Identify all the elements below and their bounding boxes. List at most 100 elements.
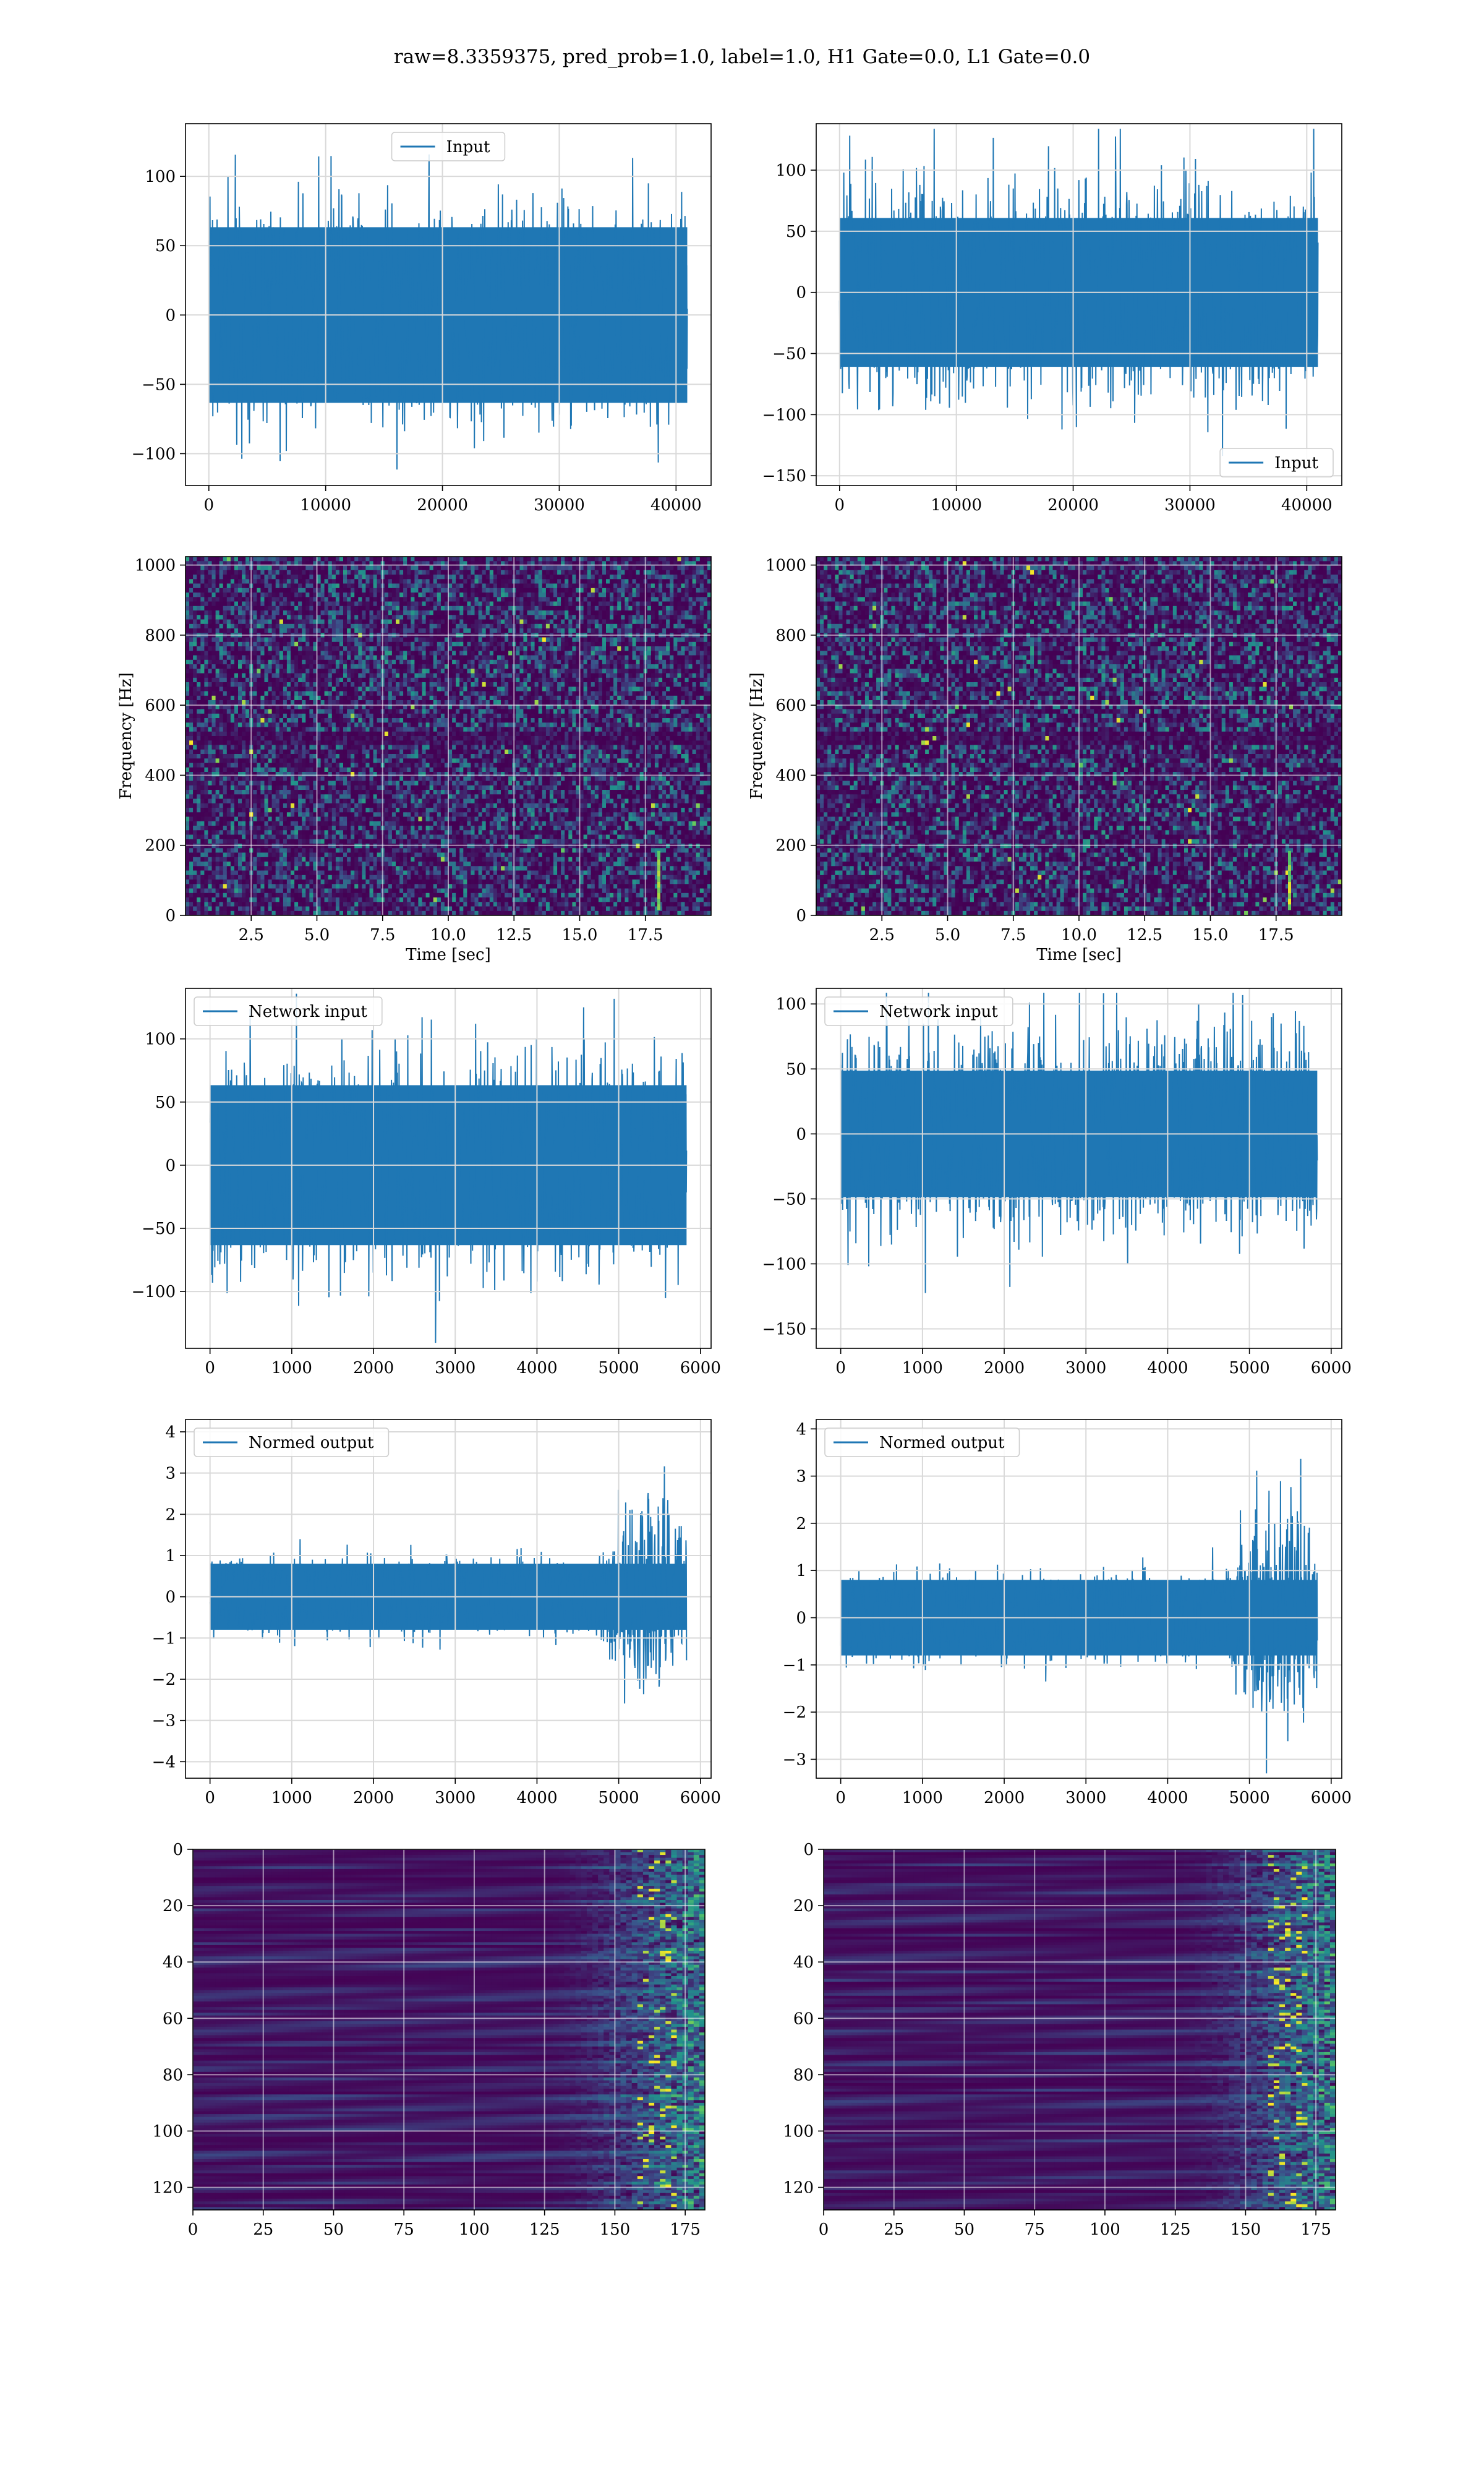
y-tick-label: 3 <box>796 1468 806 1486</box>
signal-line <box>208 154 688 470</box>
x-tick-label: 6000 <box>1311 1789 1352 1807</box>
x-tick-label: 50 <box>954 2220 974 2239</box>
x-tick-label: 2.5 <box>869 926 895 944</box>
y-tick-label: 1 <box>165 1547 176 1565</box>
x-tick-label: 20000 <box>417 496 468 515</box>
x-tick-label: 5.0 <box>935 926 960 944</box>
legend: Network input <box>194 996 383 1026</box>
x-tick-label: 3000 <box>435 1359 475 1377</box>
x-tick-label: 50 <box>323 2220 344 2239</box>
plot-area <box>816 124 1342 486</box>
axes-frame <box>185 123 712 486</box>
signal-line <box>209 1466 688 1704</box>
y-tick-label: −50 <box>142 1220 176 1238</box>
plot-area <box>816 557 1342 915</box>
plot-area <box>186 1419 711 1778</box>
x-tick-label: 1000 <box>271 1359 312 1377</box>
panel-input-l1: 0 10000 20000 30000 40000 −150 −100 −50 0 50 100 In… <box>762 123 1342 515</box>
axes-frame <box>185 1419 712 1779</box>
x-tick-label: 10000 <box>300 496 351 515</box>
panel-network-input-h1: 0 1000 2000 3000 4000 5000 6000 −100 −50 0 50 100 Ne… <box>132 988 721 1377</box>
panel-normed-output-h1: 0 1000 2000 3000 4000 5000 6000 −4 −3 −2 −1 0 1 2 3 4 No… <box>152 1419 721 1807</box>
plot-area <box>824 1849 1336 2210</box>
panel-network-input-l1: 0 1000 2000 3000 4000 5000 6000 −150 −100 −50 0 50 1… <box>762 988 1352 1377</box>
y-tick-label: 40 <box>793 1953 814 1972</box>
y-tick-label: 50 <box>155 1094 176 1112</box>
x-tick-label: 175 <box>670 2220 701 2239</box>
axes-frame <box>192 1849 706 2211</box>
x-tick-label: 17.5 <box>628 926 663 944</box>
y-tick-label: −50 <box>772 1190 806 1209</box>
y-tick-label: 0 <box>165 1588 176 1607</box>
axes-frame <box>185 988 712 1349</box>
panel-normed-output-l1: 0 1000 2000 3000 4000 5000 6000 −3 −2 −1 0 1 2 3 4 Norm… <box>783 1419 1352 1807</box>
x-tick-label: 0 <box>204 496 215 515</box>
plot-area <box>816 988 1342 1348</box>
y-tick-label: 50 <box>786 1060 806 1079</box>
y-tick-label: 400 <box>775 766 806 785</box>
y-tick-label: 0 <box>165 1157 176 1175</box>
x-tick-label: 25 <box>253 2220 273 2239</box>
x-tick-label: 2000 <box>353 1359 394 1377</box>
y-tick-label: 80 <box>163 2066 183 2084</box>
y-tick-label: 0 <box>803 1841 814 1859</box>
x-tick-label: 7.5 <box>370 926 395 944</box>
x-tick-label: 10000 <box>931 496 982 515</box>
legend-label: Input <box>446 138 490 156</box>
y-tick-label: 100 <box>145 168 176 186</box>
y-tick-label: 600 <box>145 696 176 715</box>
legend-label: Input <box>1274 454 1318 473</box>
x-tick-label: 3000 <box>435 1789 475 1807</box>
y-tick-label: 60 <box>163 2010 183 2028</box>
plot-area <box>816 1419 1342 1778</box>
axes-frame <box>816 123 1342 486</box>
x-tick-label: 5000 <box>599 1789 639 1807</box>
x-tick-label: 5000 <box>599 1359 639 1377</box>
x-tick-label: 125 <box>529 2220 560 2239</box>
y-tick-label: 20 <box>163 1897 183 1915</box>
x-tick-label: 2.5 <box>239 926 264 944</box>
y-tick-label: 0 <box>796 907 806 925</box>
y-tick-label: −100 <box>132 445 176 463</box>
y-tick-label: 100 <box>775 161 806 180</box>
x-tick-label: 12.5 <box>496 926 532 944</box>
signal-line <box>838 129 1319 456</box>
legend-label: Network input <box>249 1003 367 1021</box>
x-tick-label: 4000 <box>1147 1359 1188 1377</box>
legend: Input <box>391 132 506 161</box>
y-tick-label: 100 <box>152 2122 183 2141</box>
y-tick-label: 2 <box>796 1515 806 1533</box>
x-tick-label: 10.0 <box>1061 926 1097 944</box>
y-tick-label: 50 <box>786 223 806 241</box>
y-tick-label: −150 <box>762 1320 806 1338</box>
x-tick-label: 10.0 <box>430 926 466 944</box>
x-tick-label: 1000 <box>902 1789 943 1807</box>
y-tick-label: −50 <box>772 345 806 364</box>
x-tick-label: 2000 <box>984 1359 1025 1377</box>
x-tick-label: 2000 <box>353 1789 394 1807</box>
y-tick-label: −1 <box>152 1629 176 1648</box>
y-tick-label: 120 <box>152 2179 183 2198</box>
panel-spectrogram-h1: 2.5 5.0 7.5 10.0 12.5 15.0 17.5 0 200 400 600 800 10… <box>117 556 712 964</box>
y-tick-label: 2 <box>165 1505 176 1524</box>
x-tick-label: 15.0 <box>1193 926 1229 944</box>
x-tick-label: 0 <box>205 1359 215 1377</box>
x-tick-label: 0 <box>819 2220 829 2239</box>
x-tick-label: 0 <box>188 2220 198 2239</box>
y-tick-label: 400 <box>145 766 176 785</box>
y-axis-label: Frequency [Hz] <box>117 672 135 800</box>
x-tick-label: 0 <box>205 1789 215 1807</box>
x-tick-label: 0 <box>835 1789 846 1807</box>
x-tick-label: 3000 <box>1065 1359 1106 1377</box>
y-tick-label: 0 <box>165 306 176 325</box>
axes-frame <box>823 1849 1336 2211</box>
legend-label: Normed output <box>249 1434 374 1452</box>
y-axis-label: Frequency [Hz] <box>748 672 766 800</box>
axes-frame <box>816 988 1342 1349</box>
x-tick-label: 150 <box>1230 2220 1261 2239</box>
y-tick-label: 100 <box>775 995 806 1014</box>
x-tick-label: 40000 <box>1281 496 1333 515</box>
y-tick-label: −150 <box>762 467 806 486</box>
y-tick-label: 1000 <box>135 557 176 575</box>
